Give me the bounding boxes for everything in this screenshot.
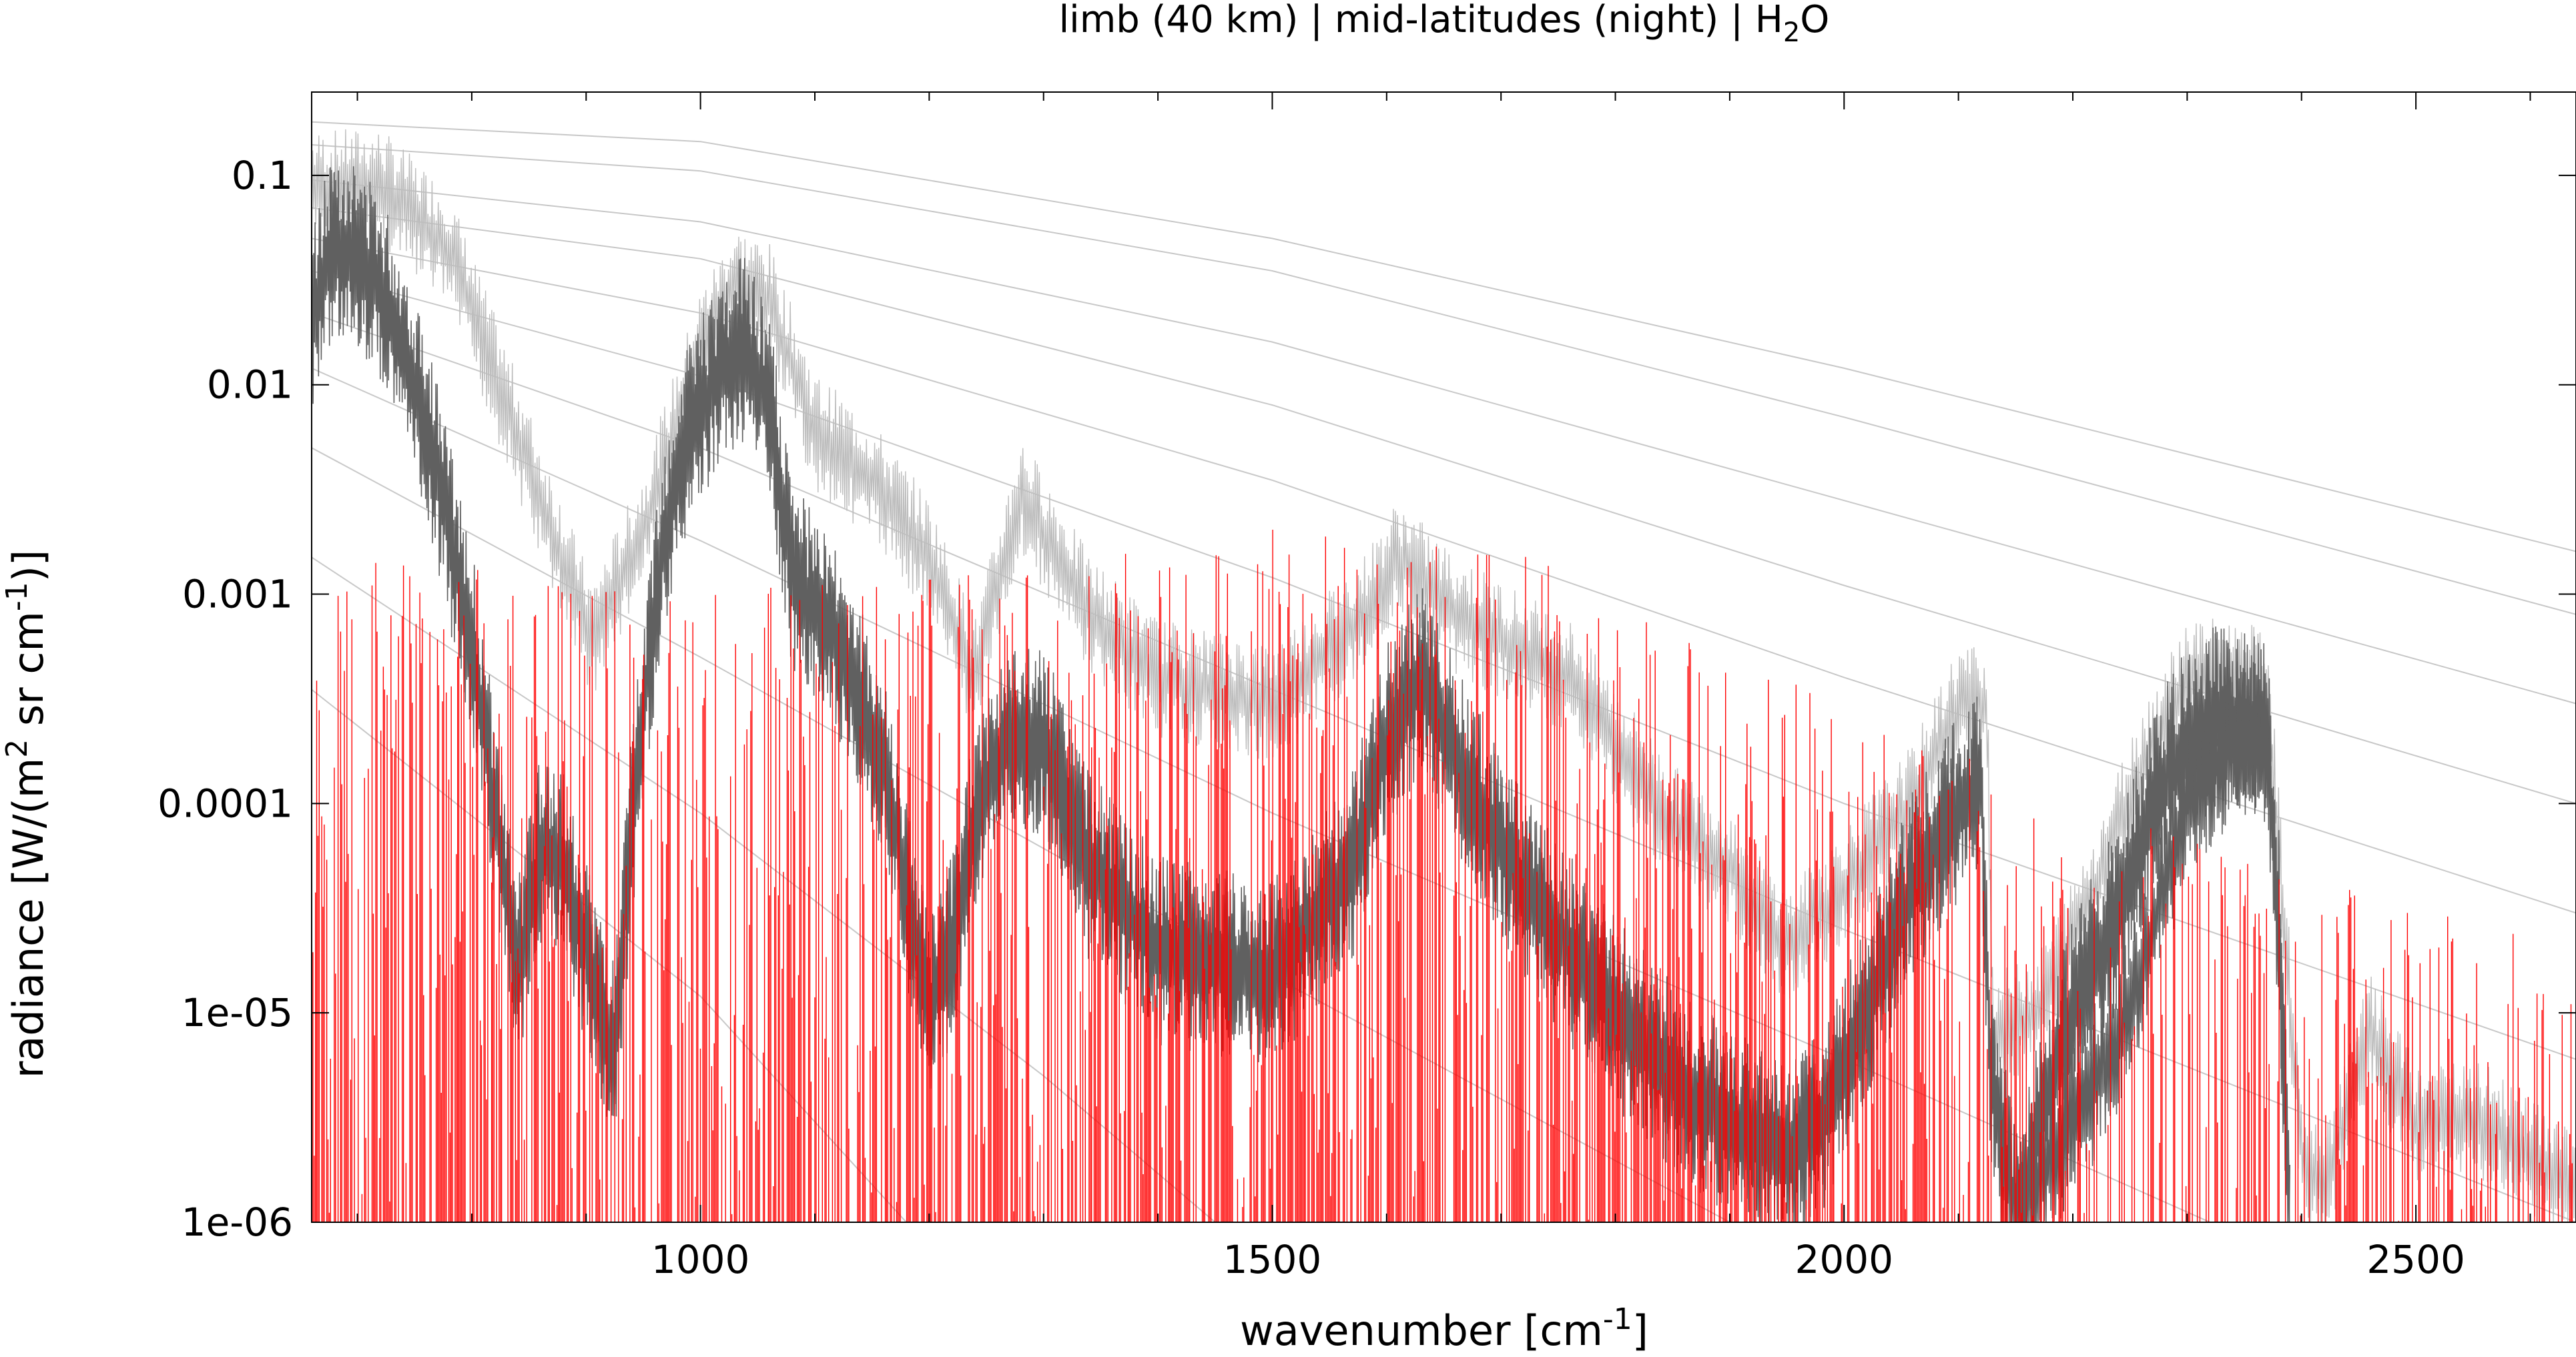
spectrum-series [312, 166, 2290, 1222]
reference-curve-3 [312, 179, 2576, 705]
y-axis-label-part1: radiance [W/(m [4, 758, 53, 1078]
chart-title-subscript: 2 [1783, 17, 1800, 48]
x-tick-label: 1500 [1223, 1237, 1322, 1282]
chart-title-main: limb (40 km) | mid-latitudes (night) | H [1059, 0, 1783, 41]
y-tick-label: 0.01 [207, 362, 293, 408]
y-axis-label: radiance [W/(m2 sr cm-1)] [0, 550, 53, 1078]
y-tick-label: 0.0001 [157, 781, 293, 826]
red-lines-path [312, 530, 2573, 1222]
chart-title: limb (40 km) | mid-latitudes (night) | H… [1059, 0, 1830, 48]
axis-ticks: 1000 1500 2000 2500 1e-06 1e-05 0.0001 0.001 0.0… [157, 92, 2576, 1282]
y-tick-label: 0.1 [232, 153, 293, 198]
plot-frame [311, 91, 2576, 1223]
y-axis-label-part2: sr cm [4, 611, 53, 739]
reference-curve-1 [312, 121, 2576, 552]
red-emission-lines [312, 530, 2573, 1222]
y-axis-label-sup2: -1 [0, 582, 34, 611]
x-axis-label-main: wavenumber [cm [1240, 1306, 1603, 1355]
x-axis-label-superscript: -1 [1603, 1302, 1632, 1336]
reference-curve-4 [312, 207, 2576, 805]
x-axis-label-tail: ] [1632, 1306, 1648, 1355]
plot-area [312, 121, 2576, 1222]
x-axis-label: wavenumber [cm-1] [1240, 1302, 1648, 1355]
x-tick-label: 1000 [651, 1237, 750, 1282]
y-tick-label: 0.001 [182, 572, 293, 617]
y-axis-label-part3: )] [4, 550, 53, 582]
y-axis-label-sup1: 2 [0, 739, 34, 758]
reference-curve-5 [312, 238, 2576, 914]
reference-curve-2 [312, 144, 2576, 615]
x-tick-label: 2500 [2366, 1237, 2465, 1282]
x-tick-label: 2000 [1795, 1237, 1893, 1282]
y-tick-label: 1e-06 [182, 1200, 293, 1245]
y-tick-label: 1e-05 [182, 990, 293, 1035]
chart-title-tail: O [1800, 0, 1829, 41]
